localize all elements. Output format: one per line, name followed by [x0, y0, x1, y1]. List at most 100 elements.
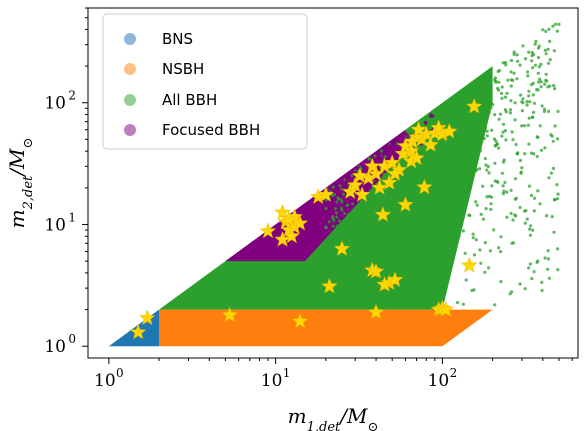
bbh-point [514, 142, 518, 147]
bbh-point [337, 197, 341, 201]
bbh-point [484, 207, 488, 211]
bbh-point [474, 141, 478, 145]
bbh-point [418, 168, 422, 172]
bbh-point [444, 155, 448, 159]
bbh-point [521, 44, 525, 48]
bbh-point [536, 71, 540, 75]
bbh-point [535, 154, 539, 159]
region-focused-bbh [225, 129, 406, 262]
bbh-point [417, 253, 421, 257]
bbh-point [539, 85, 543, 89]
bbh-point [426, 180, 430, 184]
event-star [465, 97, 483, 114]
bbh-point [485, 73, 489, 77]
focused-bbh-point [341, 181, 345, 185]
bbh-point [546, 61, 551, 65]
bbh-point [439, 111, 444, 115]
bbh-point [479, 261, 483, 265]
bbh-point [347, 212, 351, 216]
bbh-point [532, 270, 536, 274]
bbh-point [469, 131, 473, 135]
bbh-point [428, 240, 432, 244]
bbh-point [515, 53, 519, 57]
x-tick-label: 10 [428, 371, 450, 391]
bbh-point [436, 233, 440, 237]
bbh-point [434, 170, 438, 174]
bbh-point [397, 188, 402, 192]
bbh-point [354, 215, 358, 219]
bbh-point [516, 59, 520, 63]
bbh-point [395, 287, 399, 291]
bbh-point [513, 101, 517, 105]
bbh-point [499, 235, 503, 239]
bbh-point [417, 145, 421, 149]
bbh-point [556, 247, 560, 251]
bbh-point [479, 212, 483, 216]
focused-bbh-point [389, 153, 393, 157]
bbh-point [455, 163, 459, 167]
bbh-point [433, 165, 437, 169]
bbh-point [472, 137, 476, 142]
bbh-point [478, 167, 482, 171]
event-star [280, 210, 298, 227]
focused-bbh-point [356, 166, 360, 170]
bbh-point [523, 209, 527, 213]
event-star [376, 275, 393, 292]
bbh-point [522, 124, 527, 128]
bbh-point [359, 222, 363, 226]
bbh-point [554, 22, 558, 26]
focused-bbh-point [340, 189, 344, 193]
bbh-point [515, 152, 520, 156]
bbh-point [366, 286, 370, 290]
bbh-point [505, 190, 509, 194]
bbh-point [332, 193, 337, 197]
event-star [380, 174, 398, 190]
focused-bbh-point [360, 185, 364, 189]
bbh-point [394, 201, 399, 205]
bbh-point [425, 230, 429, 235]
bbh-point [474, 169, 478, 173]
bbh-point [540, 104, 544, 108]
bbh-point [548, 39, 552, 44]
bbh-point [545, 214, 549, 218]
bbh-point [435, 195, 439, 199]
x-axis-label: m1,det/M⊙ [288, 404, 379, 431]
bbh-point [379, 149, 384, 153]
bbh-point [512, 52, 516, 57]
event-star [333, 240, 351, 256]
event-star [397, 196, 414, 212]
bbh-point [437, 114, 441, 118]
event-star [461, 256, 478, 273]
bbh-point [329, 256, 333, 260]
bbh-point [464, 278, 468, 282]
event-star [416, 178, 433, 195]
bbh-point [453, 145, 457, 150]
bbh-point [488, 249, 492, 253]
bbh-point [407, 268, 411, 272]
bbh-point [444, 212, 448, 216]
bbh-point [411, 178, 415, 182]
bbh-point [414, 235, 418, 239]
bbh-point [451, 186, 455, 190]
event-star [386, 271, 404, 287]
bbh-point [510, 130, 514, 134]
bbh-point [367, 157, 371, 161]
event-star [408, 149, 425, 166]
bbh-point [409, 211, 413, 215]
bbh-point [537, 80, 541, 84]
bbh-point [431, 109, 435, 113]
bbh-point [351, 223, 355, 227]
bbh-point [454, 149, 458, 153]
y-tick-exponent: 0 [68, 332, 76, 346]
bbh-point [386, 187, 390, 191]
bbh-point [542, 109, 547, 114]
bbh-point [526, 74, 530, 78]
bbh-point [391, 208, 395, 212]
event-star [353, 186, 371, 202]
bbh-point [481, 184, 485, 188]
bbh-point [536, 55, 541, 60]
bbh-point [505, 215, 509, 219]
bbh-point [334, 254, 338, 258]
bbh-point [396, 142, 400, 146]
y-tick-exponent: 2 [68, 89, 76, 103]
